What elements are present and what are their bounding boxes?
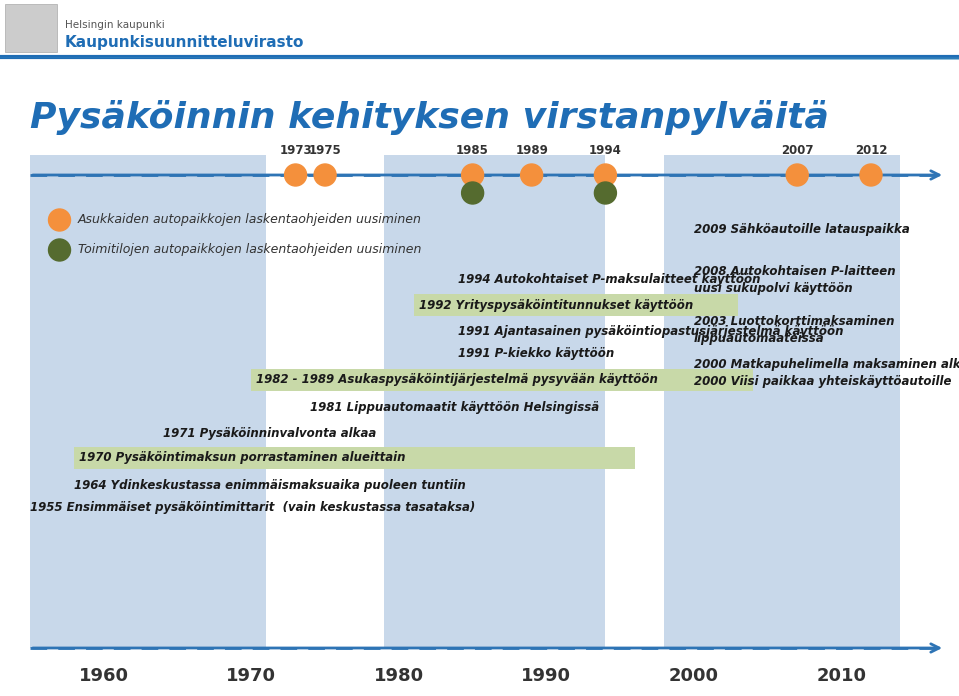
Bar bbox=[5, 4, 57, 52]
Bar bbox=[251, 369, 753, 391]
Text: 1985: 1985 bbox=[456, 144, 489, 157]
Text: 1994: 1994 bbox=[589, 144, 621, 157]
Text: 1960: 1960 bbox=[79, 667, 129, 685]
Circle shape bbox=[49, 239, 71, 261]
Text: 2009 Sähköautoille latauspaikka: 2009 Sähköautoille latauspaikka bbox=[694, 223, 910, 237]
Text: 1994 Autokohtaiset P-maksulaitteet käyttöön: 1994 Autokohtaiset P-maksulaitteet käytt… bbox=[457, 274, 760, 287]
Text: 1991 P-kiekko käyttöön: 1991 P-kiekko käyttöön bbox=[457, 347, 614, 360]
Text: 2012: 2012 bbox=[854, 144, 887, 157]
Bar bbox=[413, 294, 738, 316]
Text: 1990: 1990 bbox=[522, 667, 572, 685]
Text: 1964 Ydinkeskustassa enimmäismaksuaika puoleen tuntiin: 1964 Ydinkeskustassa enimmäismaksuaika p… bbox=[74, 479, 466, 491]
Bar bbox=[30, 155, 266, 648]
Circle shape bbox=[595, 164, 617, 186]
Bar bbox=[665, 155, 901, 648]
Bar bbox=[385, 155, 605, 648]
Text: 1982 - 1989 Asukaspysäköintijärjestelmä pysyvään käyttöön: 1982 - 1989 Asukaspysäköintijärjestelmä … bbox=[256, 374, 658, 386]
Circle shape bbox=[860, 164, 882, 186]
Text: 1991 Ajantasainen pysäköintiopastusjärjestelmä käyttöön: 1991 Ajantasainen pysäköintiopastusjärje… bbox=[457, 326, 843, 338]
Text: Toimitilojen autopaikkojen laskentaohjeiden uusiminen: Toimitilojen autopaikkojen laskentaohjei… bbox=[78, 244, 421, 257]
Text: 1992 Yrityspysäköintitunnukset käyttöön: 1992 Yrityspysäköintitunnukset käyttöön bbox=[419, 299, 692, 312]
Text: Pysäköinnin kehityksen virstanpylväitä: Pysäköinnin kehityksen virstanpylväitä bbox=[30, 100, 829, 135]
Text: 1970: 1970 bbox=[226, 667, 276, 685]
Circle shape bbox=[315, 164, 336, 186]
Text: Helsingin kaupunki: Helsingin kaupunki bbox=[65, 20, 165, 30]
Text: 2000 Matkapuhelimella maksaminen alkoi
2000 Viisi paikkaa yhteiskäyttöautoille: 2000 Matkapuhelimella maksaminen alkoi 2… bbox=[694, 358, 959, 388]
Circle shape bbox=[461, 164, 483, 186]
Text: 1975: 1975 bbox=[309, 144, 341, 157]
Text: 2007: 2007 bbox=[781, 144, 813, 157]
Text: Asukkaiden autopaikkojen laskentaohjeiden uusiminen: Asukkaiden autopaikkojen laskentaohjeide… bbox=[78, 214, 421, 226]
Text: 1955 Ensimmäiset pysäköintimittarit  (vain keskustassa tasataksa): 1955 Ensimmäiset pysäköintimittarit (vai… bbox=[30, 502, 476, 514]
Text: 1970 Pysäköintimaksun porrastaminen alueittain: 1970 Pysäköintimaksun porrastaminen alue… bbox=[80, 452, 406, 464]
Text: 2000: 2000 bbox=[669, 667, 719, 685]
Text: 1973: 1973 bbox=[279, 144, 312, 157]
Circle shape bbox=[285, 164, 307, 186]
Circle shape bbox=[595, 182, 617, 204]
Circle shape bbox=[461, 182, 483, 204]
Text: 2008 Autokohtaisen P-laitteen
uusi sukupolvi käyttöön: 2008 Autokohtaisen P-laitteen uusi sukup… bbox=[694, 265, 896, 295]
Text: 2003 Luottokorttimaksaminen
lippuautomaateissa: 2003 Luottokorttimaksaminen lippuautomaa… bbox=[694, 315, 895, 345]
Circle shape bbox=[49, 209, 71, 231]
Text: 1971 Pysäköinninvalvonta alkaa: 1971 Pysäköinninvalvonta alkaa bbox=[163, 427, 376, 439]
Text: 1989: 1989 bbox=[515, 144, 549, 157]
Text: 2010: 2010 bbox=[816, 667, 867, 685]
Text: Kaupunkisuunnitteluvirasto: Kaupunkisuunnitteluvirasto bbox=[65, 35, 304, 50]
Bar bbox=[74, 447, 635, 469]
Text: 1980: 1980 bbox=[374, 667, 424, 685]
Text: 1981 Lippuautomaatit käyttöön Helsingissä: 1981 Lippuautomaatit käyttöön Helsingiss… bbox=[311, 400, 599, 413]
Circle shape bbox=[786, 164, 808, 186]
Circle shape bbox=[521, 164, 543, 186]
